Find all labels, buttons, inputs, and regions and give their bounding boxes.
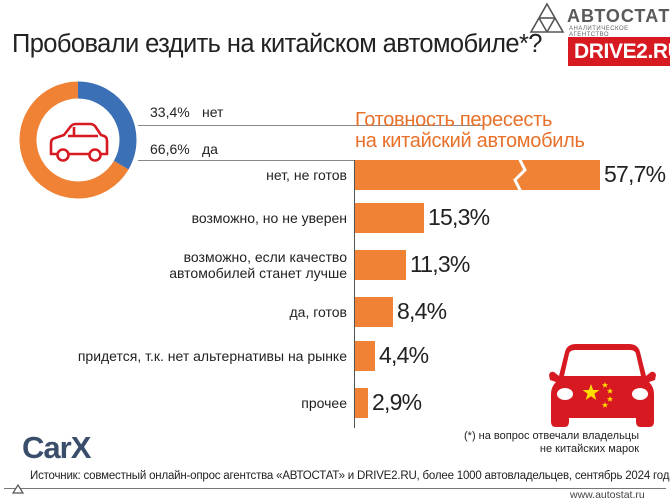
- brand-tagline: АНАЛИТИЧЕСКОЕ АГЕНТСТВО: [569, 26, 629, 38]
- usage-donut-chart: [19, 81, 137, 199]
- pie-leader-line: [138, 125, 483, 126]
- bar-category-line: автомобилей станет лучше: [169, 265, 347, 281]
- pie-label-no-pct: 33,4%: [150, 104, 190, 120]
- footnote-line: не китайских марок: [539, 443, 640, 455]
- footer-divider: [4, 488, 666, 489]
- bar-value-label: 8,4%: [397, 298, 447, 324]
- carx-logo: CarX: [22, 430, 91, 466]
- bar-value-label: 4,4%: [379, 342, 429, 368]
- bar-category-line: придется, т.к. нет альтернативы на рынке: [77, 348, 347, 364]
- chart-title-line: на китайский автомобиль: [355, 130, 585, 152]
- bar-category-line: возможно, если качество: [183, 249, 347, 265]
- bar-category-label: прочее: [301, 395, 347, 411]
- pie-label-no: нет: [202, 104, 224, 120]
- chinese-car-icon: [549, 344, 656, 427]
- axis-break-mark: [513, 158, 527, 192]
- bar-value-label: 11,3%: [410, 251, 470, 277]
- bar: [355, 160, 600, 190]
- bar: [355, 388, 368, 418]
- bar-category-line: прочее: [301, 395, 347, 411]
- bar-category-label: да, готов: [290, 304, 348, 320]
- bar-value-label: 57,7%: [604, 161, 666, 187]
- page-title: Пробовали ездить на китайском автомобиле…: [12, 30, 542, 58]
- pie-slice-no: [77, 81, 137, 170]
- pie-label-yes: да: [202, 141, 218, 157]
- partner-logo: DRIVE2.RU: [568, 37, 670, 66]
- footnote: (*) на вопрос отвечали владельцы не кита…: [464, 430, 639, 456]
- bar-value-label: 15,3%: [428, 204, 490, 230]
- pie-label-yes-pct: 66,6%: [150, 141, 190, 157]
- bar-category-label: придется, т.к. нет альтернативы на рынке: [78, 348, 347, 364]
- car-icon: [49, 122, 109, 156]
- bar-value-label: 2,9%: [372, 389, 422, 415]
- autostat-small-icon: [12, 484, 24, 494]
- footnote-line: (*) на вопрос отвечали владельцы: [464, 430, 640, 442]
- bar: [355, 341, 375, 371]
- bar: [355, 297, 393, 327]
- bar-category-line: возможно, но не уверен: [191, 210, 347, 226]
- bar: [355, 203, 424, 233]
- chart-title: Готовность пересесть на китайский автомо…: [355, 110, 585, 152]
- bar-category-label: возможно, если качество автомобилей стане…: [169, 249, 347, 281]
- source-note: Источник: совместный онлайн-опрос агентс…: [30, 470, 670, 482]
- chart-title-line: Готовность пересесть: [355, 109, 553, 131]
- bar: [355, 250, 406, 280]
- bar-category-line: да, готов: [289, 304, 348, 320]
- pie-slice-yes: [19, 81, 129, 199]
- carx-logo-text: CarX: [22, 430, 91, 465]
- bar-category-label: возможно, но не уверен: [192, 210, 347, 226]
- website-url: www.autostat.ru: [570, 489, 645, 501]
- chart-axis: [354, 160, 355, 428]
- pie-leader-line: [138, 160, 356, 161]
- bar-category-line: нет, не готов: [266, 167, 347, 183]
- bar-category-label: нет, не готов: [266, 167, 347, 183]
- autostat-logo-icon: [529, 2, 565, 33]
- brand-name: АВТОСТАТ: [567, 6, 670, 26]
